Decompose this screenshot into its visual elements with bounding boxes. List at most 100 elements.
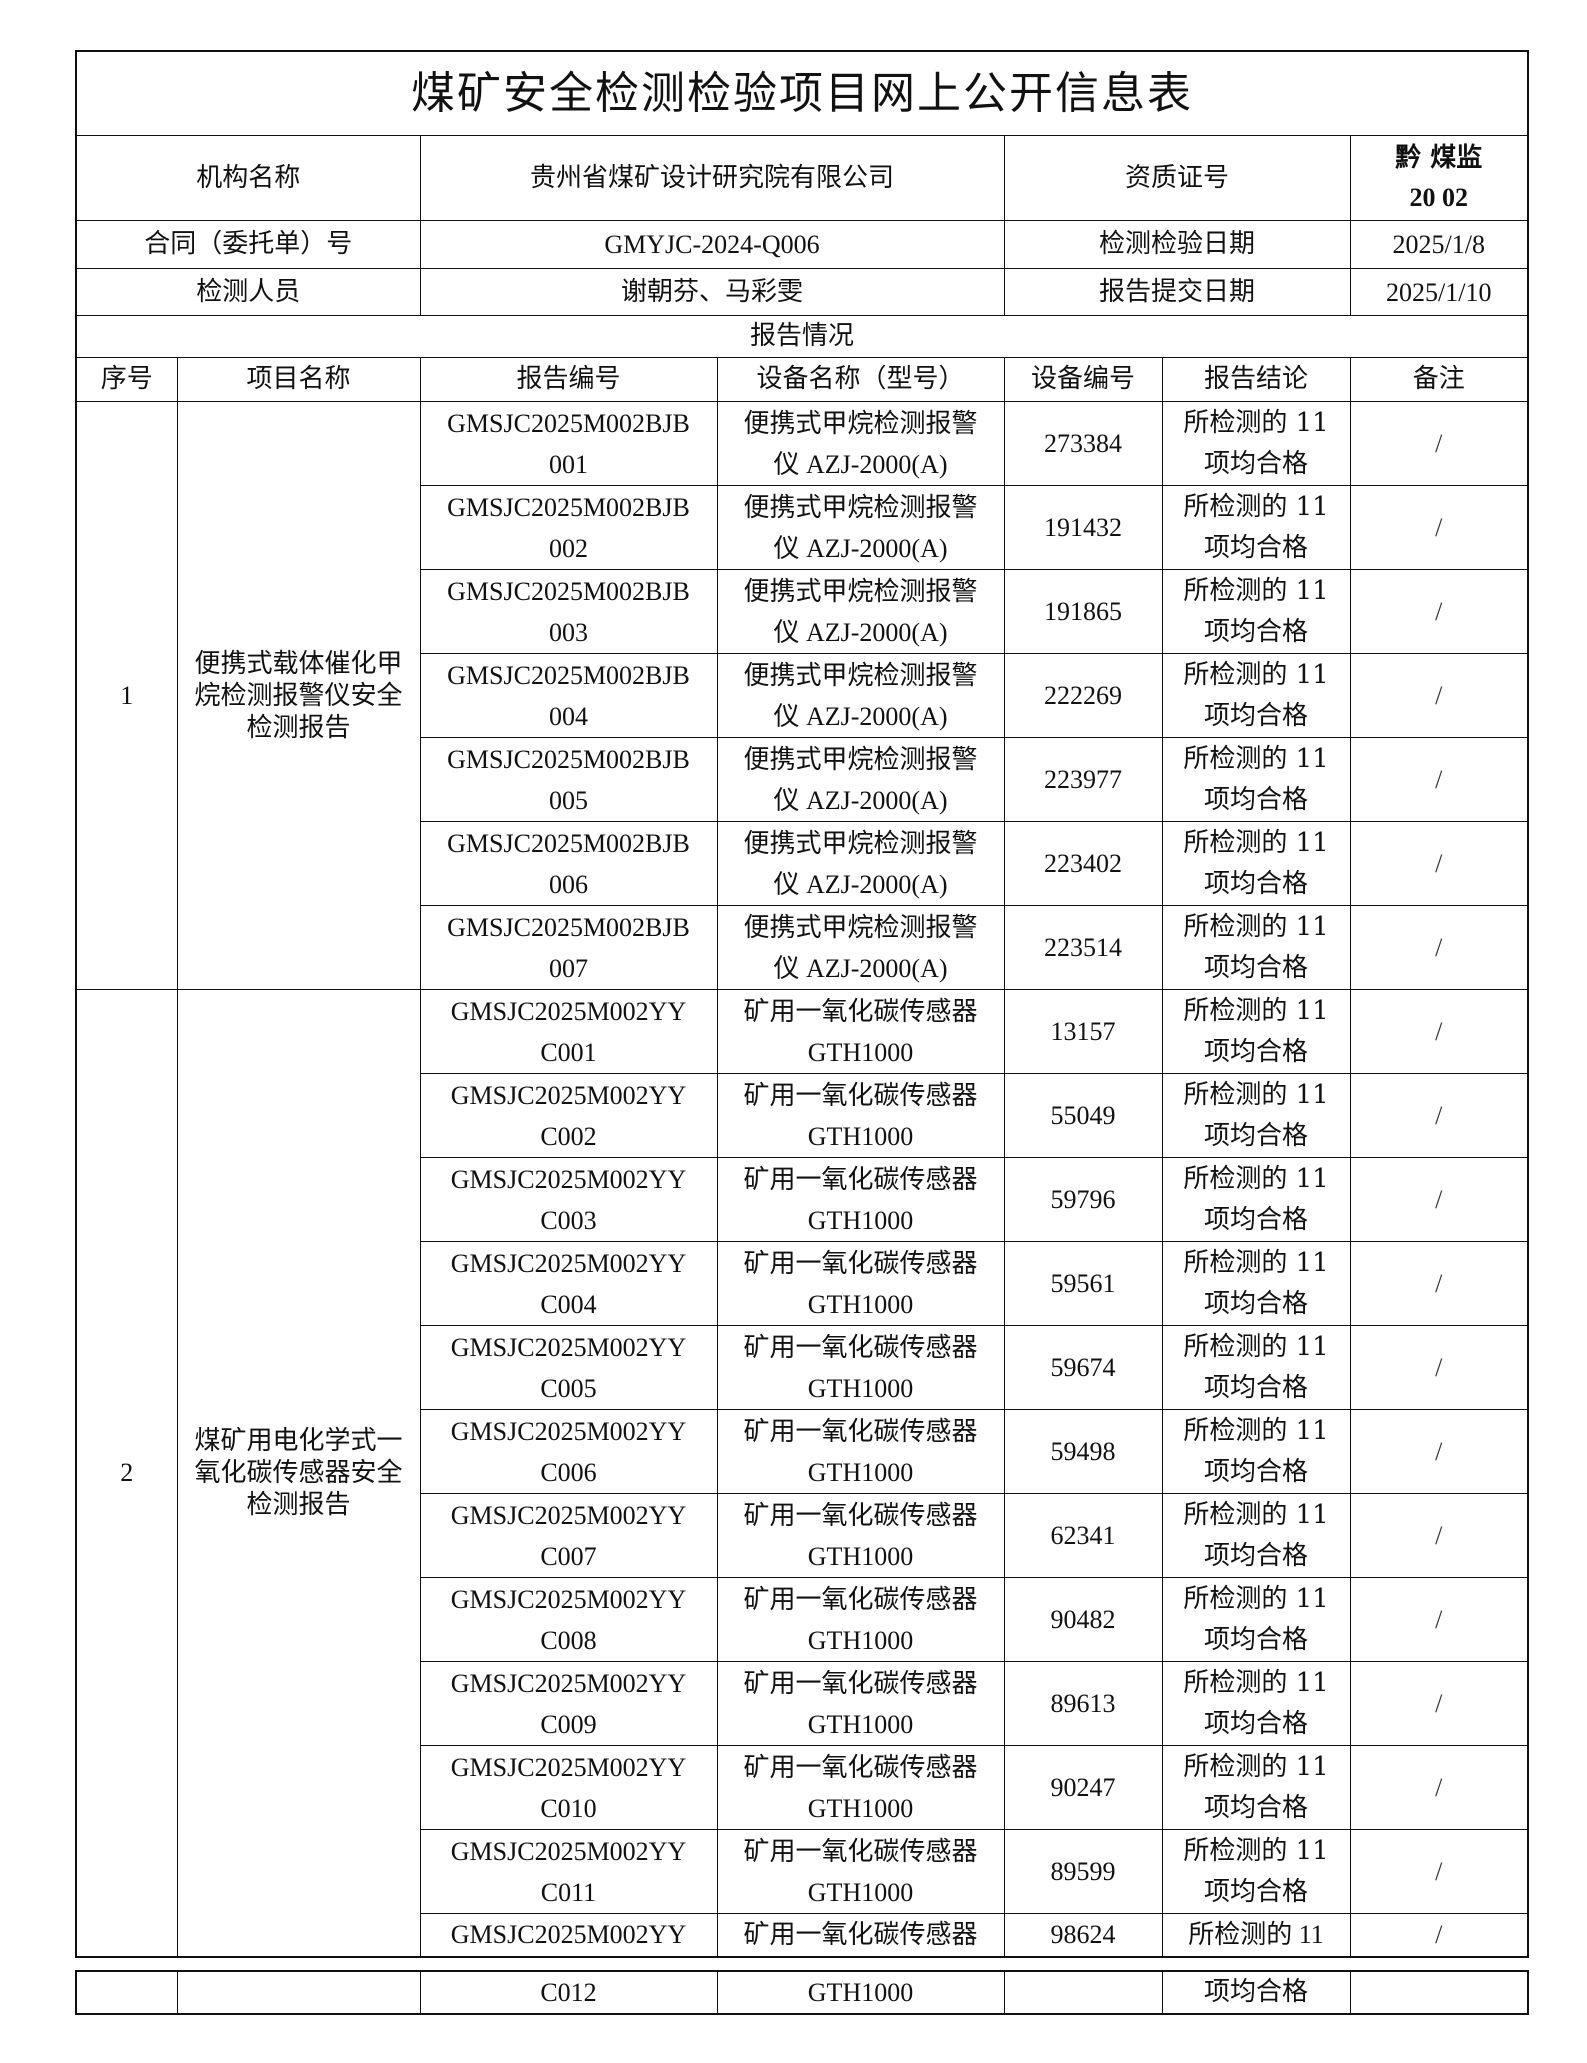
conclusion-cell-line: 所检测的 11 (1183, 1499, 1329, 1530)
conclusion-cell-line: 所检测的 11 (1183, 995, 1329, 1026)
conclusion-cell: 所检测的 11 项均合格 (1161, 905, 1351, 990)
report-no-cell: GMSJC2025M002BJB 005 (419, 737, 718, 822)
report-no-cell: GMSJC2025M002YY C003 (419, 1157, 718, 1242)
cert-value-line1: 黔 煤监 (1395, 143, 1483, 173)
report-no-cell: GMSJC2025M002YY C005 (419, 1325, 718, 1410)
conclusion-cell: 所检测的 11 项均合格 (1161, 1493, 1351, 1578)
conclusion-cell: 所检测的 11 项均合格 (1161, 989, 1351, 1074)
report-no-cell-line: GMSJC2025M002YY (450, 1248, 687, 1278)
column-header: 项目名称 (176, 357, 421, 402)
report-no-cell: GMSJC2025M002YY C009 (419, 1661, 718, 1746)
remark-cell: / (1349, 821, 1529, 906)
table-row: GMSJC2025M002BJB 004 便携式甲烷检测报警仪 AZJ-2000(A… (76, 653, 1529, 738)
report-no-cell-line: GMSJC2025M002BJB (447, 912, 690, 942)
column-header: 报告编号 (419, 357, 718, 402)
project-name-cell: 便携式载体催化甲烷检测报警仪安全检测报告 (176, 401, 421, 990)
conclusion-cell: 项均合格 (1161, 1970, 1351, 2015)
conclusion-cell-line: 项均合格 (1203, 1372, 1308, 1403)
conclusion-cell: 所检测的 11 项均合格 (1161, 1409, 1351, 1494)
conclusion-cell-line: 项均合格 (1203, 952, 1308, 983)
report-no-cell: GMSJC2025M002YY C004 (419, 1241, 718, 1326)
report-no-cell-line: C010 (540, 1793, 597, 1823)
remark-cell: / (1349, 1577, 1529, 1662)
cert-label: 资质证号 (1003, 135, 1351, 221)
conclusion-cell: 所检测的 11 项均合格 (1161, 1325, 1351, 1410)
device-cell: 便携式甲烷检测报警仪 AZJ-2000(A) (716, 737, 1005, 822)
remark-cell: / (1349, 1241, 1529, 1326)
submit-date-label: 报告提交日期 (1003, 268, 1351, 316)
report-no-cell-line: GMSJC2025M002BJB (447, 408, 690, 438)
device-cell: 矿用一氧化碳传感器 GTH1000 (716, 989, 1005, 1074)
conclusion-cell: 所检测的 11 项均合格 (1161, 1073, 1351, 1158)
report-no-cell: GMSJC2025M002YY (419, 1913, 718, 1957)
device-cell: 矿用一氧化碳传感器 GTH1000 (716, 1829, 1005, 1914)
device-cell-line: GTH1000 (807, 1373, 914, 1403)
conclusion-cell-line: 项均合格 (1203, 1708, 1308, 1739)
device-no-cell: 191865 (1003, 569, 1163, 654)
column-header: 序号 (75, 357, 178, 402)
device-no-cell: 59498 (1003, 1409, 1163, 1494)
conclusion-cell: 所检测的 11 项均合格 (1161, 401, 1351, 486)
report-no-cell-line: C002 (540, 1121, 597, 1151)
report-no-cell-line: C004 (540, 1289, 597, 1319)
device-cell-line: 矿用一氧化碳传感器 (743, 1080, 978, 1110)
conclusion-cell-line: 所检测的 11 (1183, 743, 1329, 774)
device-cell-line: 矿用一氧化碳传感器 (743, 1752, 978, 1782)
seq-cell: 1 (75, 401, 178, 990)
conclusion-cell-line: 项均合格 (1203, 1876, 1308, 1907)
conclusion-cell-line: 所检测的 11 (1183, 827, 1329, 858)
device-no-cell: 59561 (1003, 1241, 1163, 1326)
conclusion-cell-line: 所检测的 11 (1183, 1415, 1329, 1446)
report-no-cell-line: C011 (540, 1877, 597, 1907)
device-cell-line: 仪 AZJ-2000(A) (773, 449, 948, 479)
report-no-cell-line: C007 (540, 1541, 597, 1571)
device-cell-line: GTH1000 (807, 1205, 914, 1235)
conclusion-cell-line: 所检测的 11 (1183, 1835, 1329, 1866)
device-cell-line: 仪 AZJ-2000(A) (773, 869, 948, 899)
report-no-cell-line: GMSJC2025M002YY (450, 996, 687, 1026)
report-no-cell-line: C005 (540, 1373, 597, 1403)
device-cell-line: GTH1000 (807, 1037, 914, 1067)
conclusion-cell-line: 项均合格 (1203, 1120, 1308, 1151)
conclusion-cell-line: 项均合格 (1203, 1204, 1308, 1235)
report-no-cell: GMSJC2025M002YY C011 (419, 1829, 718, 1914)
conclusion-cell-line: 项均合格 (1203, 1540, 1308, 1571)
report-no-cell-line: C008 (540, 1625, 597, 1655)
empty-cell (1003, 1971, 1163, 2015)
test-date-label: 检测检验日期 (1003, 220, 1351, 269)
device-no-cell: 223402 (1003, 821, 1163, 906)
device-cell-line: 矿用一氧化碳传感器 (743, 1500, 978, 1530)
device-cell: 矿用一氧化碳传感器 GTH1000 (716, 1661, 1005, 1746)
device-cell-line: 便携式甲烷检测报警 (743, 660, 978, 690)
report-no-cell-line: C001 (540, 1037, 597, 1067)
device-no-cell: 89613 (1003, 1661, 1163, 1746)
device-cell-line: GTH1000 (807, 1709, 914, 1739)
report-section-title: 报告情况 (75, 315, 1529, 358)
conclusion-cell-line: 所检测的 11 (1183, 1583, 1329, 1614)
conclusion-cell-line: 所检测的 11 (1183, 1751, 1329, 1782)
device-cell: 矿用一氧化碳传感器 GTH1000 (716, 1241, 1005, 1326)
column-header: 设备编号 (1003, 357, 1163, 402)
conclusion-cell-line: 所检测的 11 (1183, 1163, 1329, 1194)
report-no-cell-line: 005 (549, 785, 588, 815)
conclusion-cell: 所检测的 11 (1161, 1913, 1351, 1957)
conclusion-cell-line: 所检测的 11 (1183, 407, 1329, 438)
report-no-cell: GMSJC2025M002BJB 002 (419, 485, 718, 570)
empty-cell (75, 1971, 178, 2015)
remark-cell: / (1349, 1493, 1529, 1578)
report-no-cell-line: GMSJC2025M002BJB (447, 828, 690, 858)
table-row-continued: C012 GTH1000 项均合格 (75, 1970, 1529, 2015)
contract-value: GMYJC-2024-Q006 (419, 220, 1005, 269)
device-cell-line: GTH1000 (807, 1457, 914, 1487)
conclusion-cell-line: 项均合格 (1203, 1456, 1308, 1487)
table-row: GMSJC2025M002YY C005 矿用一氧化碳传感器 GTH1000 59674… (76, 1325, 1529, 1410)
device-cell-line: GTH1000 (807, 1541, 914, 1571)
report-no-cell-line: 006 (549, 869, 588, 899)
table-row: GMSJC2025M002YY 矿用一氧化碳传感器 98624 所检测的 11/ (76, 1913, 1529, 1957)
device-cell-line: 矿用一氧化碳传感器 (743, 1668, 978, 1698)
device-no-cell: 90247 (1003, 1745, 1163, 1830)
device-cell-line: 仪 AZJ-2000(A) (773, 533, 948, 563)
report-no-cell-line: GMSJC2025M002BJB (447, 660, 690, 690)
device-cell-line: GTH1000 (807, 1121, 914, 1151)
report-no-cell-line: GMSJC2025M002YY (450, 1836, 687, 1866)
